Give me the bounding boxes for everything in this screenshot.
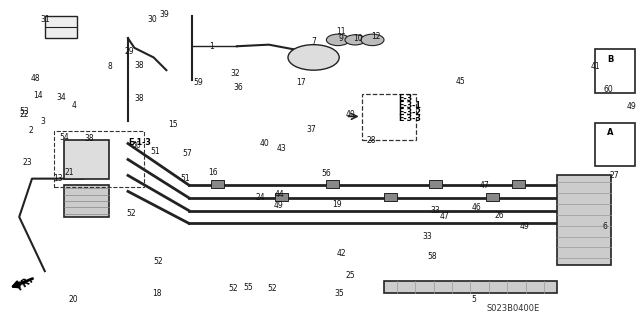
Text: 56: 56 [321,169,332,178]
Text: 49: 49 [627,102,637,111]
Text: 10: 10 [353,34,364,43]
Text: 13: 13 [52,174,63,183]
Text: 31: 31 [40,15,50,24]
Text: 51: 51 [150,147,160,156]
Text: E-3-2: E-3-2 [399,108,422,117]
Text: 38: 38 [134,94,145,103]
Text: 38: 38 [134,61,145,70]
Text: 4: 4 [71,101,76,110]
Text: 6: 6 [602,222,607,231]
Text: 51: 51 [180,174,191,183]
Bar [64,185,109,217]
Text: 47: 47 [479,181,490,189]
Text: 47: 47 [440,212,450,221]
Circle shape [326,34,349,46]
Text: 29: 29 [124,47,134,56]
Text: 36: 36 [234,83,244,92]
Text: 7: 7 [311,37,316,46]
Text: 60: 60 [603,85,613,94]
Bar [595,123,635,166]
Text: 57: 57 [182,149,193,158]
Text: 2: 2 [28,126,33,135]
Text: 40: 40 [345,110,355,119]
Text: 15: 15 [168,120,178,129]
Circle shape [345,35,365,45]
Bar [486,193,499,201]
Text: E-1-3: E-1-3 [128,138,151,147]
Text: 46: 46 [472,203,482,212]
Text: 26: 26 [494,211,504,220]
Text: 9: 9 [339,34,344,43]
Text: 24: 24 [255,193,266,202]
Text: 17: 17 [296,78,306,87]
Bar [429,180,442,188]
Text: 50: 50 [131,141,141,150]
Text: 39: 39 [159,10,170,19]
Bar [512,180,525,188]
Text: 59: 59 [193,78,204,87]
Text: 45: 45 [456,77,466,86]
Text: 30: 30 [147,15,157,24]
Text: 14: 14 [33,91,44,100]
Text: E-3-3: E-3-3 [399,114,422,123]
Text: 49: 49 [273,201,284,210]
Bar [64,140,109,179]
Text: 33: 33 [422,232,433,241]
Text: 52: 52 [267,284,277,293]
Text: 16: 16 [208,168,218,177]
Circle shape [361,34,384,46]
Text: 53: 53 [19,107,29,115]
Bar [557,175,611,265]
Text: 12: 12 [371,32,380,41]
Bar [45,16,77,38]
Text: 52: 52 [228,284,239,293]
Text: 32: 32 [230,69,240,78]
Text: 52: 52 [126,209,136,218]
Text: 49: 49 [520,222,530,231]
Text: 58: 58 [427,252,437,261]
Text: 54: 54 [59,133,69,142]
Text: 33: 33 [430,206,440,215]
Text: 37: 37 [307,125,317,134]
Text: 28: 28 [367,136,376,145]
Text: 34: 34 [56,93,66,102]
Text: 35: 35 [334,289,344,298]
Text: 27: 27 [609,171,620,180]
Text: 43: 43 [276,144,287,153]
Bar [326,180,339,188]
Text: E-3: E-3 [399,94,413,103]
Circle shape [288,45,339,70]
Text: 23: 23 [22,158,32,167]
Bar [275,193,288,201]
Text: FR.: FR. [14,274,35,293]
Text: S023B0400E: S023B0400E [486,304,540,313]
Text: 18: 18 [152,289,161,298]
Text: 11: 11 [337,27,346,36]
Text: A: A [607,128,614,137]
Text: 22: 22 [20,110,29,119]
Bar [595,49,635,93]
Text: 8: 8 [108,63,113,71]
Text: 48: 48 [30,74,40,83]
Bar [384,281,557,293]
Text: 40: 40 [259,139,269,148]
Bar [211,180,224,188]
Text: 42: 42 [336,249,346,258]
Text: 19: 19 [332,200,342,209]
Text: 5: 5 [471,295,476,304]
Text: 21: 21 [65,168,74,177]
Bar [384,193,397,201]
Text: 44: 44 [275,190,285,199]
Text: 1: 1 [209,42,214,51]
Text: 52: 52 [153,257,163,266]
Text: E-3-1: E-3-1 [399,101,422,110]
Text: 41: 41 [590,63,600,71]
Text: 25: 25 [345,271,355,280]
Text: 20: 20 [68,295,79,304]
Text: 38: 38 [84,134,95,143]
Text: B: B [607,55,614,64]
Text: 3: 3 [40,117,45,126]
Text: 55: 55 [243,283,253,292]
